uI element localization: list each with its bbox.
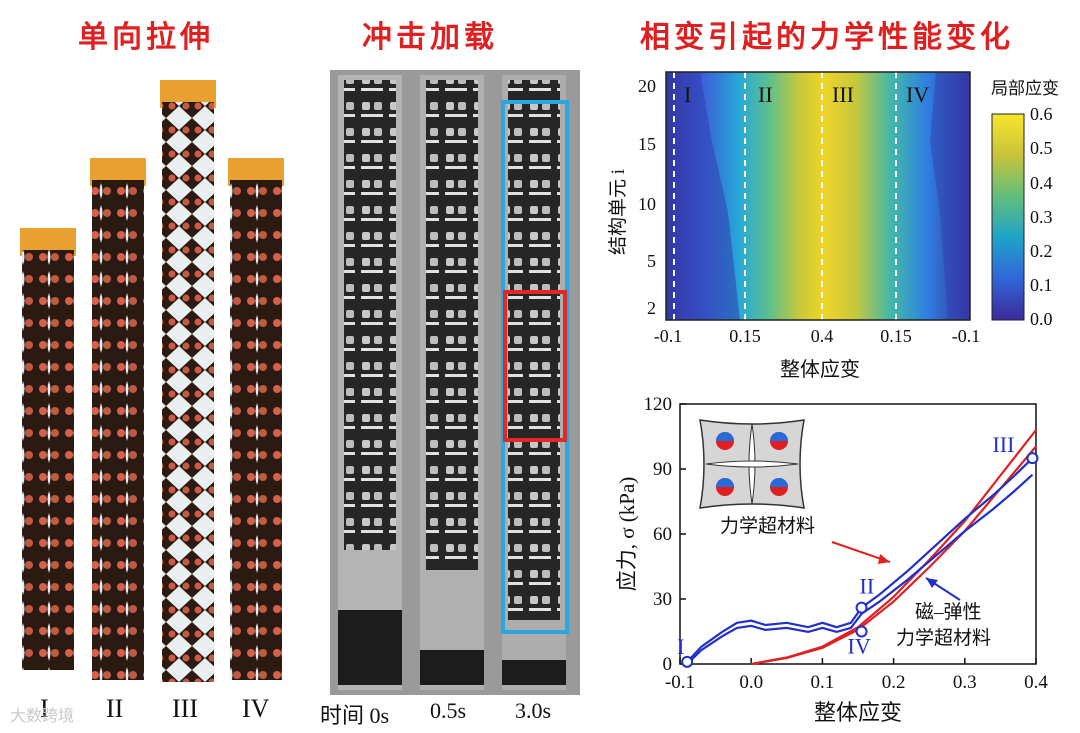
impact-title: 冲击加载 <box>362 20 498 55</box>
hm-xlabel: 整体应变 <box>780 358 860 381</box>
colorbar <box>991 113 1025 321</box>
chart-ylabel: 应力, σ (kPa) <box>615 477 639 592</box>
state-label: III <box>992 432 1014 457</box>
cb-tick-4: 0.4 <box>1030 173 1053 193</box>
state-marker <box>681 655 694 668</box>
time-label-2: 3.0s <box>515 698 552 723</box>
magneto-label-2: 力学超材料 <box>896 627 991 649</box>
region-label-iii: III <box>832 82 854 107</box>
state-marker <box>855 625 868 638</box>
hm-xtick-1: 0.15 <box>729 326 761 346</box>
y-tick-label: 90 <box>653 459 672 480</box>
time-label-1: 0.5s <box>430 698 467 723</box>
stage-label-i: I <box>40 694 49 723</box>
region-label-ii: II <box>758 82 773 107</box>
tension-title: 单向拉伸 <box>78 20 214 55</box>
watermark: 大数跨境 <box>10 706 75 725</box>
hm-xtick-3: 0.15 <box>880 326 912 346</box>
state-marker <box>1026 452 1039 465</box>
state-label: I <box>677 634 684 659</box>
series-unload-line-1 <box>686 473 1034 665</box>
impact-photos <box>330 70 580 695</box>
region-label-iv: IV <box>906 82 929 107</box>
magneto-label-1: 磁–弹性 <box>915 601 982 623</box>
cb-tick-2: 0.2 <box>1030 241 1053 261</box>
metamaterial-inset-icon <box>699 419 805 509</box>
colorbar-title: 局部应变 <box>991 79 1059 98</box>
mech-label: 力学超材料 <box>720 515 815 537</box>
x-tick-label: 0.4 <box>1024 672 1048 693</box>
x-tick-label: 0.2 <box>882 672 906 693</box>
chart-xlabel: 整体应变 <box>814 700 902 725</box>
x-tick-label: 0.3 <box>953 672 977 693</box>
region-label-i: I <box>684 82 691 107</box>
y-tick-label: 60 <box>653 524 672 545</box>
state-label: IV <box>848 634 871 659</box>
x-tick-label: 0.0 <box>739 672 763 693</box>
series-line-1 <box>686 457 1034 663</box>
hm-xtick-4: -0.1 <box>952 326 981 346</box>
hm-xtick-0: -0.1 <box>654 326 683 346</box>
phase-title: 相变引起的力学性能变化 <box>640 20 1014 55</box>
hm-xtick-2: 0.4 <box>811 326 834 346</box>
stage-label-iii: III <box>172 694 198 723</box>
y-tick-label: 0 <box>663 654 673 675</box>
x-tick-label: 0.1 <box>811 672 835 693</box>
cb-tick-0: 0.0 <box>1030 309 1053 329</box>
hm-ytick-10: 10 <box>638 194 656 214</box>
cb-tick-5: 0.5 <box>1030 138 1053 158</box>
x-tick-label: -0.1 <box>665 672 695 693</box>
state-label: II <box>860 574 875 599</box>
hm-ytick-20: 20 <box>638 76 656 96</box>
red-region-box <box>503 290 567 442</box>
hm-ytick-2: 2 <box>647 298 656 318</box>
stage-label-iv: IV <box>242 694 270 723</box>
hm-ytick-15: 15 <box>638 134 656 154</box>
heatmap-chart: I II III IV 2 5 10 15 20 -0.1 0.15 0.4 0… <box>607 71 1059 381</box>
y-tick-label: 30 <box>653 589 672 610</box>
time-label-0: 时间 0s <box>320 703 390 728</box>
cb-tick-6: 0.6 <box>1030 104 1053 124</box>
state-marker <box>855 601 868 614</box>
series-unload-line-0 <box>751 445 1037 666</box>
stage-label-ii: II <box>106 694 124 723</box>
cb-tick-3: 0.3 <box>1030 207 1053 227</box>
cb-tick-1: 0.1 <box>1030 275 1053 295</box>
y-tick-label: 120 <box>644 394 673 415</box>
tension-photos <box>20 80 284 682</box>
hm-ytick-5: 5 <box>647 251 656 271</box>
hm-ylabel: 结构单元 i <box>607 169 629 255</box>
